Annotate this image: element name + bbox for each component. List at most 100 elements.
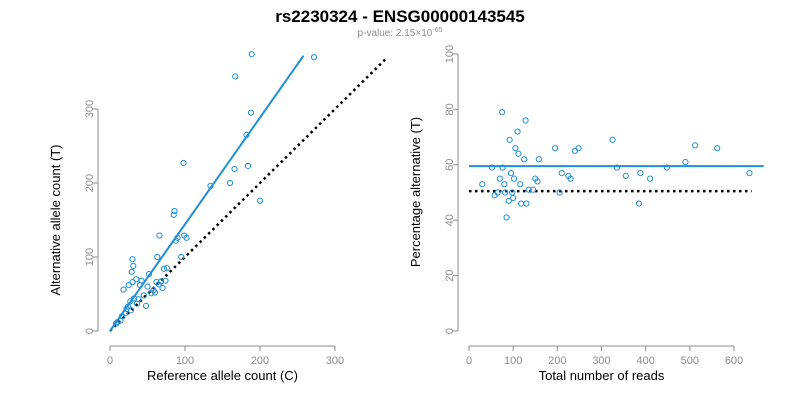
data-point: [494, 189, 501, 196]
allele-count-scatter-panel: 0 100 200 300 0 100 200 300 Reference allele cou…: [48, 51, 389, 383]
data-point: [243, 131, 250, 138]
y-tick-label: 100: [84, 248, 96, 266]
x-tick-label: 100: [176, 355, 194, 367]
data-point: [556, 189, 563, 196]
data-point: [682, 158, 689, 166]
data-point: [151, 289, 159, 296]
data-point: [156, 232, 163, 239]
data-point: [529, 186, 537, 193]
x-axis-title: Reference allele count (C): [147, 368, 298, 383]
data-point: [135, 296, 142, 303]
data-point: [521, 156, 528, 163]
data-point: [170, 211, 177, 218]
data-point: [160, 265, 168, 272]
data-point: [159, 284, 166, 292]
data-point: [512, 145, 519, 152]
data-point: [174, 234, 181, 241]
data-point: [499, 164, 506, 171]
reference-line: [109, 56, 389, 332]
data-point: [499, 109, 506, 116]
x-tick-label: 200: [251, 355, 269, 367]
y-tick-label: 20: [444, 269, 456, 281]
data-point: [663, 164, 670, 171]
y-axis-title: Percentage alternative (T): [408, 117, 423, 267]
data-point: [637, 170, 644, 177]
data-point: [162, 277, 169, 284]
data-point: [646, 175, 654, 182]
data-point: [510, 175, 518, 182]
data-point: [517, 181, 524, 188]
data-point: [226, 179, 234, 187]
data-point: [140, 292, 147, 299]
p-value-exponent: -65: [432, 27, 442, 34]
data-point: [145, 270, 153, 278]
x-tick-label: 300: [592, 355, 610, 367]
y-axis-title: Alternative allele count (T): [48, 144, 63, 295]
data-point: [129, 279, 136, 286]
p-value-label: p-value: 2.15×10-65: [358, 27, 443, 39]
data-point: [609, 136, 616, 143]
data-point: [232, 73, 239, 80]
data-point: [127, 307, 135, 314]
data-point: [172, 237, 180, 244]
data-point: [154, 253, 161, 261]
data-point: [144, 283, 151, 290]
data-point: [310, 54, 318, 61]
x-tick-label: 600: [725, 355, 743, 367]
x-tick-label: 400: [636, 355, 654, 367]
data-point: [692, 142, 699, 149]
data-point: [501, 181, 508, 188]
y-tick-label: 40: [444, 214, 456, 226]
data-point: [567, 175, 574, 182]
data-point: [248, 51, 255, 58]
data-point: [488, 164, 496, 171]
data-point: [635, 200, 643, 207]
data-point: [133, 276, 140, 283]
data-point: [714, 145, 721, 152]
chart-title: rs2230324 - ENSG00000143545: [275, 7, 525, 26]
x-tick-label: 0: [107, 355, 113, 367]
data-point: [571, 147, 579, 155]
data-point: [171, 208, 178, 215]
data-point: [496, 175, 504, 182]
x-tick-label: 300: [326, 355, 344, 367]
data-point: [558, 170, 565, 177]
data-point: [510, 194, 517, 202]
y-tick-label: 100: [444, 45, 456, 63]
data-point: [535, 156, 542, 163]
data-point: [120, 286, 127, 293]
x-tick-label: 100: [504, 355, 522, 367]
data-point: [231, 165, 238, 173]
data-point: [114, 319, 121, 326]
y-tick-label: 80: [444, 103, 456, 115]
data-point: [515, 150, 522, 157]
data-point: [127, 298, 134, 305]
data-point: [163, 265, 171, 272]
y-tick-label: 300: [84, 100, 96, 118]
data-point: [207, 182, 214, 190]
data-point: [178, 253, 185, 261]
data-point: [479, 181, 486, 188]
data-point: [130, 295, 138, 302]
data-point: [505, 197, 512, 204]
y-tick-label: 0: [444, 328, 456, 334]
data-point: [142, 302, 150, 309]
y-tick-label: 60: [444, 159, 456, 171]
data-point: [129, 256, 136, 263]
y-tick-label: 200: [84, 174, 96, 192]
data-point: [138, 277, 145, 284]
data-point: [124, 303, 132, 310]
x-tick-label: 0: [466, 355, 472, 367]
data-point: [180, 159, 187, 167]
data-point: [534, 178, 541, 185]
data-point: [746, 170, 753, 177]
data-point: [502, 189, 509, 196]
data-point: [128, 268, 135, 275]
data-point: [125, 282, 132, 289]
data-point: [613, 164, 621, 171]
x-axis-title: Total number of reads: [539, 368, 665, 383]
y-tick-label: 0: [84, 328, 96, 334]
data-point: [523, 200, 530, 207]
data-point: [514, 128, 521, 135]
